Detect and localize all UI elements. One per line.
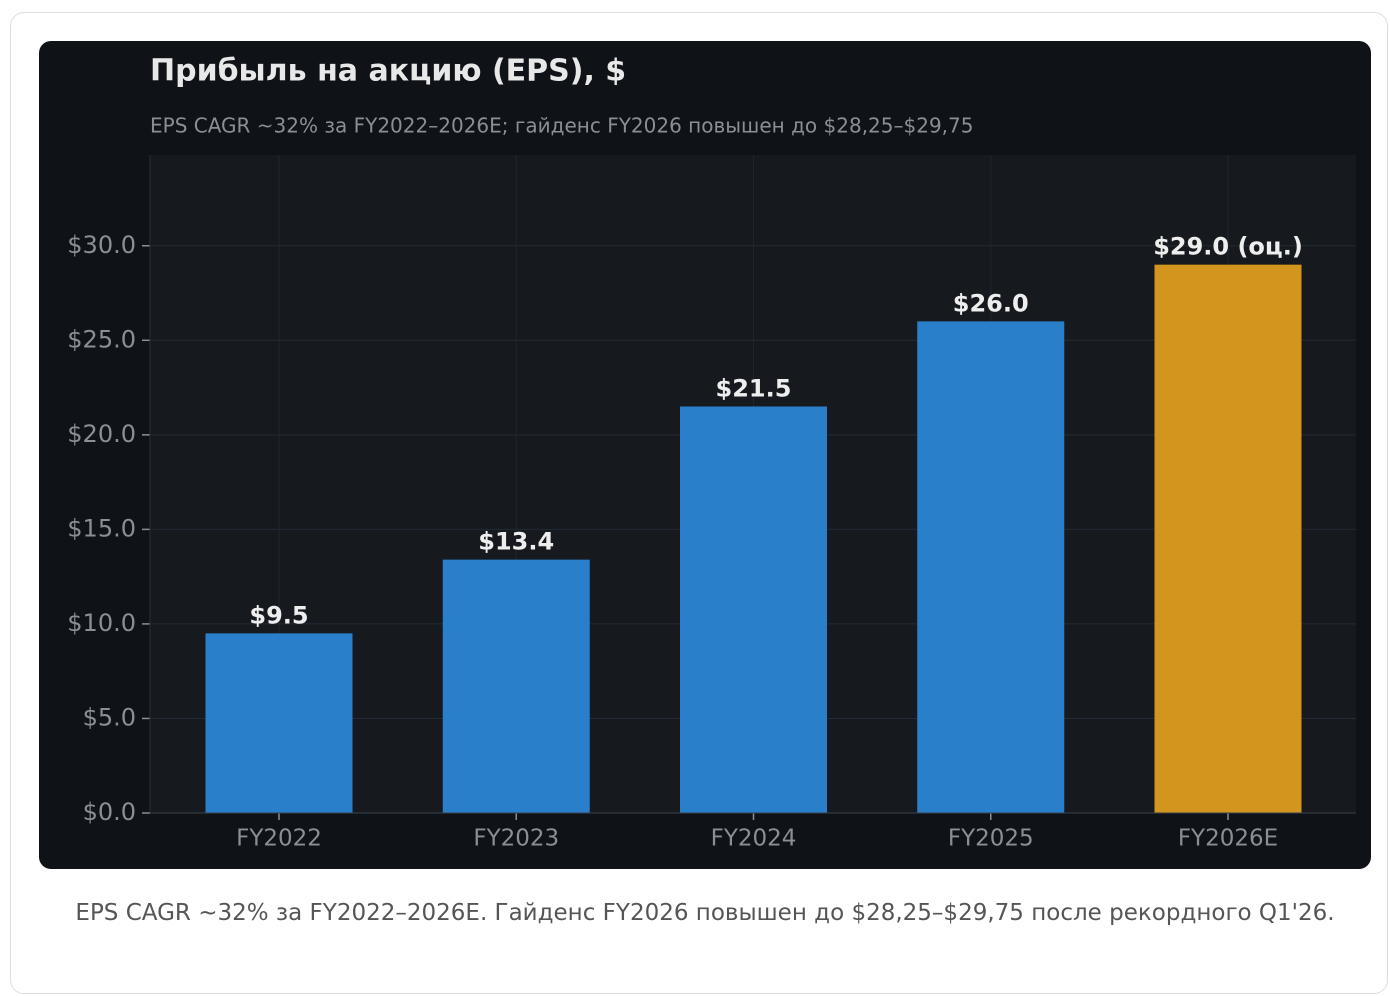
y-tick-label: $25.0 xyxy=(67,325,136,353)
value-label: $26.0 xyxy=(953,289,1029,317)
y-tick-label: $15.0 xyxy=(67,514,136,542)
value-label: $29.0 (оц.) xyxy=(1153,233,1303,261)
y-tick-label: $20.0 xyxy=(67,420,136,448)
x-tick-label: FY2025 xyxy=(948,826,1034,852)
value-label: $21.5 xyxy=(716,374,792,402)
bar xyxy=(1154,264,1302,814)
caption: EPS CAGR ~32% за FY2022–2026E. Гайденс F… xyxy=(75,900,1335,926)
value-label: $13.4 xyxy=(478,528,554,556)
bar xyxy=(680,406,827,813)
chart-title: Прибыль на акцию (EPS), $ xyxy=(150,54,626,89)
card xyxy=(10,12,1388,994)
chart-subtitle: EPS CAGR ~32% за FY2022–2026E; гайденс F… xyxy=(150,114,973,138)
y-tick-label: $0.0 xyxy=(83,798,136,826)
chart: Прибыль на акцию (EPS), $ EPS CAGR ~32% … xyxy=(39,41,1371,869)
x-tick-label: FY2026E xyxy=(1178,826,1278,852)
x-tick-label: FY2023 xyxy=(473,826,559,852)
bar xyxy=(205,633,353,813)
bar xyxy=(442,559,590,813)
y-tick-label: $10.0 xyxy=(67,609,136,637)
bar xyxy=(917,321,1065,813)
y-tick-label: $5.0 xyxy=(83,703,136,731)
x-tick-label: FY2024 xyxy=(711,826,797,852)
value-label: $9.5 xyxy=(249,601,308,629)
x-tick-label: FY2022 xyxy=(236,826,322,852)
y-tick-label: $30.0 xyxy=(67,231,136,259)
